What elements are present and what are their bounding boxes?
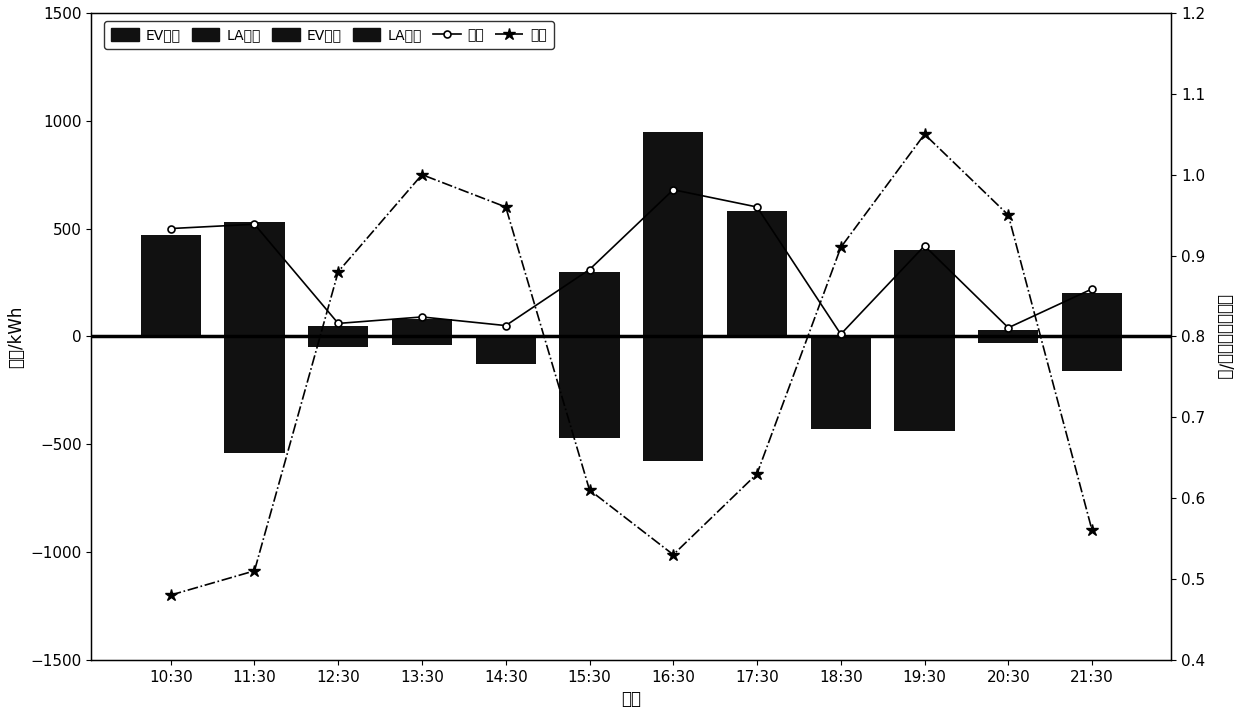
电价	[666, 551, 681, 559]
负荷	[666, 185, 681, 194]
电价	[1001, 211, 1016, 220]
电价	[414, 170, 429, 179]
X-axis label: 时间: 时间	[621, 690, 641, 708]
Bar	[392, 319, 453, 345]
电价	[498, 203, 513, 212]
负荷	[918, 242, 932, 250]
Bar	[727, 212, 787, 336]
Bar	[894, 250, 955, 431]
Bar	[978, 330, 1038, 342]
Bar	[644, 132, 703, 461]
负荷	[247, 220, 262, 229]
Bar	[1061, 293, 1122, 371]
负荷	[1085, 285, 1100, 293]
电价	[164, 591, 179, 599]
负荷	[331, 319, 346, 327]
Bar	[308, 325, 368, 347]
负荷	[164, 225, 179, 233]
Bar	[224, 222, 285, 453]
电价	[582, 485, 596, 494]
电价	[750, 470, 765, 478]
Bar	[811, 336, 870, 429]
Line: 负荷: 负荷	[167, 187, 1096, 337]
Bar	[476, 336, 536, 365]
负荷	[582, 265, 596, 274]
负荷	[1001, 323, 1016, 332]
Line: 电价: 电价	[165, 128, 1099, 601]
Y-axis label: 聚合商购电电价/元: 聚合商购电电价/元	[1215, 294, 1233, 379]
电价	[918, 130, 932, 139]
电价	[247, 566, 262, 575]
负荷	[833, 330, 848, 338]
负荷	[750, 203, 765, 212]
负荷	[414, 312, 429, 321]
Y-axis label: 电量/kWh: 电量/kWh	[7, 305, 25, 368]
电价	[833, 243, 848, 252]
Bar	[559, 272, 620, 438]
Bar	[140, 235, 201, 336]
电价	[1085, 526, 1100, 535]
电价	[331, 267, 346, 276]
负荷	[498, 321, 513, 330]
Legend: EV充电, LA储电, EV放电, LA购电, 负荷, 电价: EV充电, LA储电, EV放电, LA购电, 负荷, 电价	[104, 21, 554, 49]
